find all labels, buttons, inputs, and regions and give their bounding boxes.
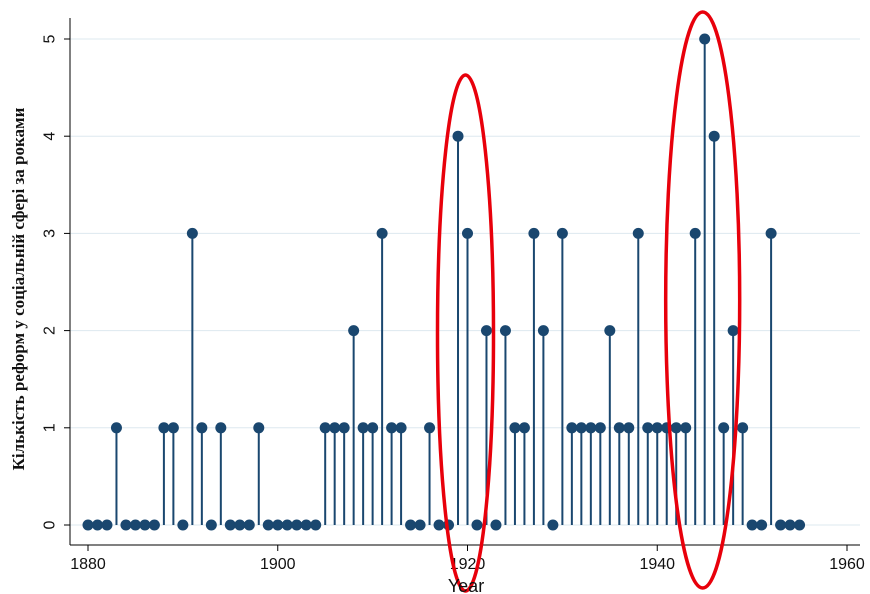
markers [82, 33, 806, 531]
point-1882 [101, 519, 113, 531]
point-1889 [167, 422, 179, 434]
point-1919 [452, 130, 464, 142]
point-1945 [699, 33, 711, 45]
point-1931 [566, 422, 578, 434]
point-1887 [148, 519, 160, 531]
point-1890 [177, 519, 189, 531]
point-1942 [670, 422, 682, 434]
point-1939 [642, 422, 654, 434]
point-1901 [281, 519, 293, 531]
point-1899 [262, 519, 274, 531]
point-1897 [243, 519, 255, 531]
x-tick-label-1940: 1940 [639, 556, 675, 573]
point-1920 [462, 227, 473, 239]
point-1902 [291, 519, 303, 531]
point-1949 [737, 422, 749, 434]
y-tick-label-4: 4 [42, 132, 59, 141]
point-1940 [651, 422, 663, 434]
point-1935 [604, 325, 616, 337]
highlight-ellipse-1920 [435, 73, 496, 593]
point-1923 [490, 519, 502, 531]
point-1900 [272, 519, 284, 531]
point-1898 [253, 422, 265, 434]
point-1954 [784, 519, 796, 531]
annotations [435, 10, 742, 593]
point-1907 [338, 422, 350, 434]
stems [115, 39, 773, 525]
point-1953 [775, 519, 787, 531]
point-1943 [680, 422, 692, 434]
point-1893 [205, 519, 217, 531]
point-1910 [367, 422, 379, 434]
y-tick-label-1: 1 [42, 423, 59, 432]
point-1886 [139, 519, 151, 531]
point-1892 [196, 422, 208, 434]
point-1950 [746, 519, 758, 531]
highlight-ellipse-1945 [663, 10, 742, 590]
point-1925 [509, 422, 521, 434]
point-1894 [215, 422, 227, 434]
point-1891 [186, 227, 198, 239]
point-1922 [480, 325, 492, 337]
point-1916 [424, 422, 436, 434]
point-1944 [689, 227, 701, 239]
y-tick-label-0: 0 [42, 520, 59, 529]
point-1906 [329, 422, 341, 434]
point-1888 [158, 422, 170, 434]
point-1928 [537, 325, 549, 337]
point-1948 [727, 325, 739, 337]
point-1909 [357, 422, 369, 434]
point-1929 [547, 519, 559, 531]
point-1927 [528, 227, 540, 239]
point-1921 [471, 519, 483, 531]
point-1885 [129, 519, 141, 531]
x-axis-title: Year [448, 576, 484, 594]
point-1896 [234, 519, 246, 531]
point-1912 [386, 422, 398, 434]
x-tick-label-1960: 1960 [829, 556, 865, 573]
point-1883 [110, 422, 122, 434]
point-1911 [376, 227, 388, 239]
x-tick-label-1900: 1900 [260, 556, 296, 573]
point-1913 [395, 422, 407, 434]
point-1930 [556, 227, 568, 239]
y-axis-title: Кількість реформ у соціальній сфері за р… [9, 107, 28, 470]
point-1915 [414, 519, 426, 531]
point-1932 [575, 422, 587, 434]
point-1914 [405, 519, 417, 531]
point-1933 [585, 422, 597, 434]
point-1904 [310, 519, 322, 531]
point-1934 [594, 422, 606, 434]
point-1880 [82, 519, 94, 531]
point-1936 [613, 422, 625, 434]
point-1955 [794, 519, 806, 531]
point-1905 [319, 422, 331, 434]
x-tick-label-1880: 1880 [70, 556, 106, 573]
y-tick-label-5: 5 [42, 34, 59, 43]
point-1951 [756, 519, 768, 531]
point-1946 [708, 130, 720, 142]
point-1884 [120, 519, 132, 531]
point-1947 [718, 422, 730, 434]
point-1926 [518, 422, 530, 434]
point-1938 [632, 227, 644, 239]
point-1881 [91, 519, 103, 531]
point-1952 [765, 227, 777, 239]
point-1937 [623, 422, 635, 434]
point-1917 [433, 519, 445, 531]
point-1895 [224, 519, 236, 531]
point-1908 [348, 325, 360, 337]
y-tick-label-2: 2 [42, 326, 59, 335]
point-1924 [499, 325, 511, 337]
point-1903 [300, 519, 312, 531]
y-tick-label-3: 3 [42, 229, 59, 238]
